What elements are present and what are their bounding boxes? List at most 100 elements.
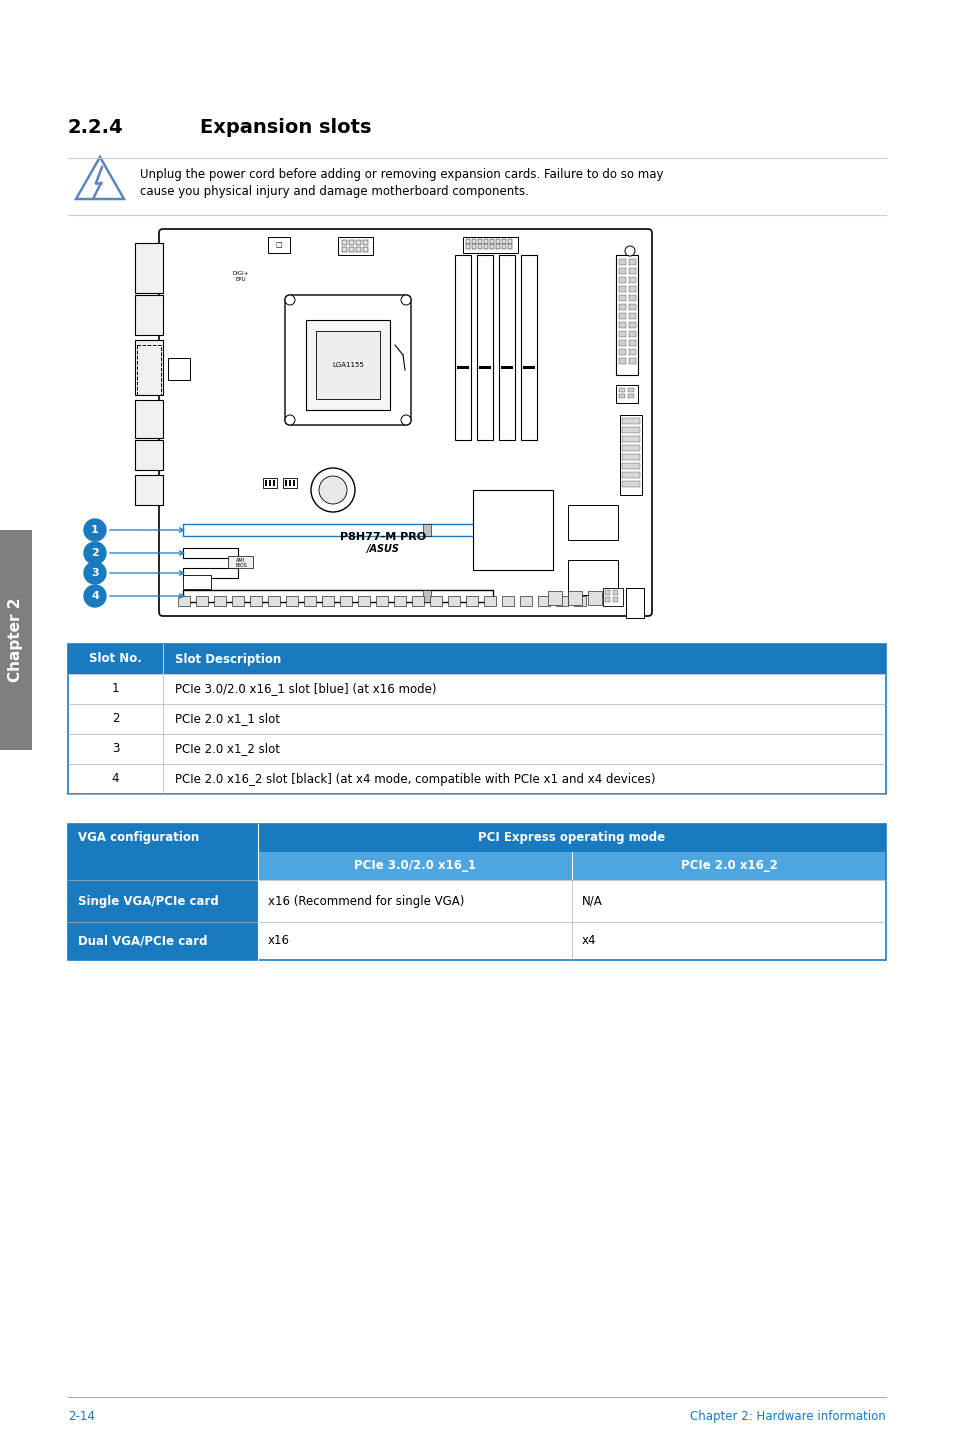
Bar (628, 303, 636, 311)
Bar (465, 595, 477, 605)
Bar (621, 472, 639, 477)
Bar (618, 303, 625, 311)
Text: Chapter 2: Chapter 2 (9, 598, 24, 682)
Circle shape (400, 416, 411, 426)
Bar (135, 475, 163, 505)
Bar (257, 880, 885, 922)
Text: 3: 3 (112, 742, 119, 755)
Bar (628, 267, 636, 275)
Bar (268, 237, 290, 253)
Bar (628, 286, 636, 292)
Bar (250, 595, 262, 605)
Bar (363, 240, 368, 244)
Bar (268, 595, 280, 605)
Bar (183, 523, 493, 536)
Bar (621, 427, 639, 433)
Bar (604, 590, 609, 595)
Text: PCIe 2.0 x1_1 slot: PCIe 2.0 x1_1 slot (174, 712, 280, 726)
Bar (621, 454, 639, 460)
Bar (473, 490, 553, 569)
Bar (567, 505, 618, 541)
Text: □: □ (275, 242, 282, 247)
Bar (618, 322, 625, 328)
Bar (490, 244, 494, 249)
Text: 4: 4 (112, 772, 119, 785)
Text: 4: 4 (91, 591, 99, 601)
Bar (183, 548, 237, 558)
Bar (621, 418, 639, 424)
Bar (349, 247, 354, 252)
FancyBboxPatch shape (285, 295, 411, 426)
Text: PCIe 2.0 x16_2: PCIe 2.0 x16_2 (679, 860, 777, 873)
Bar (455, 255, 471, 440)
Bar (135, 243, 163, 293)
Bar (375, 595, 388, 605)
Bar (537, 595, 550, 605)
Text: Unplug the power cord before adding or removing expansion cards. Failure to do s: Unplug the power cord before adding or r… (140, 168, 662, 181)
Bar (618, 295, 625, 301)
Bar (604, 597, 609, 603)
Bar (618, 339, 625, 347)
Bar (68, 644, 885, 674)
Bar (422, 590, 431, 603)
Bar (618, 286, 625, 292)
Bar (472, 239, 476, 244)
Bar (269, 480, 271, 486)
Bar (618, 278, 625, 283)
Bar (286, 595, 297, 605)
Bar (0, 531, 32, 751)
Bar (490, 239, 494, 244)
Circle shape (84, 585, 106, 607)
Text: 2-14: 2-14 (68, 1411, 94, 1424)
Bar (306, 321, 390, 410)
Bar (587, 591, 601, 605)
Bar (628, 322, 636, 328)
Bar (483, 244, 488, 249)
Bar (602, 588, 622, 605)
Bar (522, 367, 535, 370)
Bar (618, 331, 625, 336)
Bar (135, 339, 163, 395)
Bar (68, 824, 885, 961)
Circle shape (624, 246, 635, 256)
Bar (613, 590, 618, 595)
Bar (257, 922, 885, 961)
Bar (183, 575, 211, 590)
Bar (628, 349, 636, 355)
Bar (363, 247, 368, 252)
Bar (507, 239, 512, 244)
Circle shape (318, 476, 347, 503)
Bar (501, 239, 505, 244)
Bar (68, 851, 257, 880)
Text: PCIe 3.0/2.0 x16_1: PCIe 3.0/2.0 x16_1 (354, 860, 476, 873)
Bar (500, 367, 513, 370)
Bar (483, 239, 488, 244)
Bar (628, 295, 636, 301)
Bar (135, 440, 163, 470)
Bar (430, 595, 441, 605)
Bar (519, 595, 532, 605)
Bar (628, 259, 636, 265)
Bar (483, 595, 496, 605)
Bar (501, 244, 505, 249)
Text: /ASUS: /ASUS (366, 544, 399, 554)
Text: 2: 2 (112, 712, 119, 726)
Text: 3: 3 (91, 568, 99, 578)
Bar (68, 922, 257, 961)
Bar (283, 477, 296, 487)
Bar (618, 313, 625, 319)
Bar (613, 597, 618, 603)
Bar (628, 339, 636, 347)
Text: PCI Express operating mode: PCI Express operating mode (478, 831, 665, 844)
Text: PCIe 3.0/2.0 x16_1 slot [blue] (at x16 mode): PCIe 3.0/2.0 x16_1 slot [blue] (at x16 m… (174, 683, 436, 696)
Bar (465, 239, 470, 244)
Bar (547, 591, 561, 605)
Bar (496, 244, 499, 249)
Bar (498, 255, 515, 440)
Bar (68, 733, 885, 764)
Bar (304, 595, 315, 605)
Bar (339, 595, 352, 605)
Text: Expansion slots: Expansion slots (200, 118, 371, 137)
Bar (616, 385, 638, 403)
Bar (68, 824, 885, 851)
